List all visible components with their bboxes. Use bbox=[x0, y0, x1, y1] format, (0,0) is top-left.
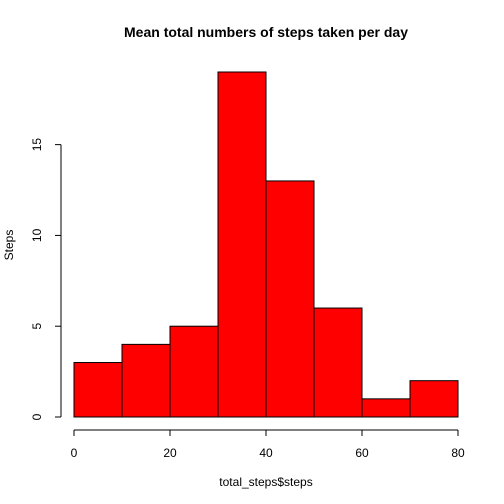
chart-title: Mean total numbers of steps taken per da… bbox=[124, 24, 408, 40]
y-tick-label: 0 bbox=[30, 413, 44, 420]
x-axis: 0 20 40 60 80 bbox=[71, 429, 465, 460]
histogram-bar-70-80 bbox=[409, 380, 459, 418]
x-tick-label: 60 bbox=[355, 446, 369, 460]
histogram-bar-50-60 bbox=[313, 307, 363, 418]
histogram-bar-60-70 bbox=[361, 398, 411, 418]
x-tick-label: 0 bbox=[71, 446, 78, 460]
y-axis: 0 5 10 15 bbox=[30, 138, 62, 420]
y-tick-label: 5 bbox=[30, 323, 44, 330]
bars-group bbox=[73, 71, 459, 418]
x-axis-label: total_steps$steps bbox=[219, 475, 312, 489]
histogram-bar-30-40 bbox=[217, 71, 267, 418]
histogram-bar-40-50 bbox=[265, 180, 315, 418]
x-tick-label: 20 bbox=[163, 446, 177, 460]
y-tick-label: 15 bbox=[30, 138, 44, 152]
histogram-bar-20-30 bbox=[169, 325, 219, 418]
x-tick-label: 40 bbox=[259, 446, 273, 460]
histogram-bar-10-20 bbox=[121, 343, 171, 418]
x-tick-label: 80 bbox=[451, 446, 465, 460]
histogram-bar-0-10 bbox=[73, 362, 123, 418]
y-axis-label: Steps bbox=[2, 230, 16, 261]
y-tick-label: 10 bbox=[30, 228, 44, 242]
